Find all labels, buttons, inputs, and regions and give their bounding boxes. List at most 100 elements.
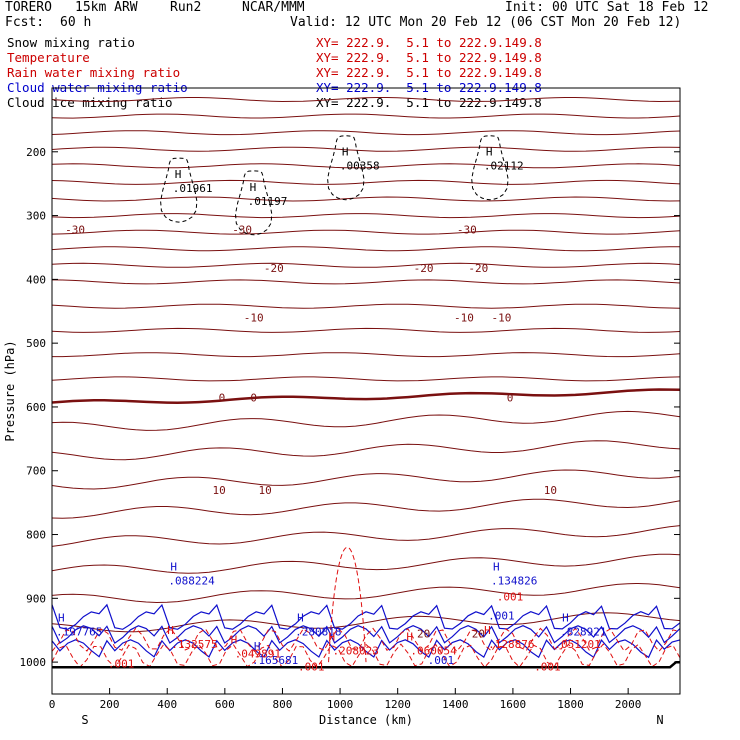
cloud-ice-max-value: .02112 (484, 160, 524, 173)
x-tick-label: 1400 (442, 698, 469, 711)
cloud-ice-max-value: .01197 (248, 195, 288, 208)
rain-max-value: .001 (534, 660, 561, 673)
rain-max-value: .060054 (410, 645, 457, 658)
rain-max-marker: H (167, 624, 174, 637)
temperature-label: -20 (468, 262, 488, 275)
legend-temperature: Temperature (7, 50, 90, 65)
temperature-contour (51, 582, 681, 604)
temperature-contour (51, 410, 681, 431)
cloud-ice-contour (471, 135, 509, 201)
x-tick-label: 800 (273, 698, 293, 711)
endpoint-left-label: S (81, 713, 88, 727)
cloud-water-max-value: .088224 (168, 574, 215, 587)
x-tick-label: 1200 (384, 698, 411, 711)
temperature-contour (51, 525, 681, 547)
x-tick-label: 2000 (615, 698, 642, 711)
legend-rain: Rain water mixing ratio (7, 65, 181, 80)
y-tick-label: 700 (26, 465, 46, 478)
cloud-water-max-value: .197765 (56, 625, 102, 638)
cloud-water-max-marker: H (297, 611, 304, 624)
valid-time: Valid: 12 UTC Mon 20 Feb 12 (06 CST Mon … (290, 15, 682, 30)
temperature-label: -30 (232, 224, 252, 237)
cloud-water-max-marker: H (254, 640, 261, 653)
rain-max-value: .208023 (333, 645, 379, 658)
rain-max-value: .001 (298, 660, 325, 673)
temperature-contour (51, 97, 681, 103)
cloud-ice-max-marker: H (486, 146, 493, 159)
temperature-contour (51, 612, 681, 633)
cloud-water-max-marker: H (562, 611, 569, 624)
legend-rain-xy: XY= 222.9. 5.1 to 222.9.149.8 (316, 65, 542, 80)
cloud-water-contour (51, 625, 681, 645)
temperature-contour (51, 327, 681, 333)
temperature-contour (51, 553, 681, 574)
terrain-layer (52, 660, 680, 669)
rain-max-value: .049891 (235, 648, 281, 661)
x-axis-title: Distance (km) (319, 713, 413, 727)
legend-temperature-xy: XY= 222.9. 5.1 to 222.9.149.8 (316, 50, 542, 65)
rain-max-value: .001 (497, 590, 524, 603)
temperature-label: 20 (417, 627, 430, 640)
run-label: Run2 (170, 0, 202, 15)
legend-cloud-ice: Cloud ice mixing ratio (7, 95, 173, 110)
cloud-water-max-marker: H (58, 611, 65, 624)
y-tick-label: 900 (26, 592, 46, 605)
temperature-label: -20 (264, 262, 284, 275)
temperature-contour (51, 130, 681, 136)
temperature-label: 0 (507, 391, 514, 404)
temperature-label: 10 (212, 484, 225, 497)
cloud-ice-contour (234, 170, 273, 236)
temperature-contour (51, 303, 681, 309)
rain-contour (328, 547, 367, 663)
x-tick-label: 1000 (327, 698, 354, 711)
rain-max-marker: H (484, 624, 491, 637)
temperature-label: 0 (219, 391, 226, 404)
temperature-contour (51, 388, 681, 404)
temperature-label: -30 (457, 224, 477, 237)
x-tick-label: 0 (49, 698, 56, 711)
temperature-contour (51, 279, 681, 285)
y-tick-label: 1000 (20, 656, 47, 669)
temperature-contour (51, 440, 681, 461)
temperature-contour (51, 246, 680, 252)
plot-frame (51, 87, 681, 695)
temperature-contour (51, 213, 681, 219)
cloud-water-max-value: .134826 (491, 574, 537, 587)
cloud-water-max-value: .165681 (252, 654, 298, 667)
temperature-contour (51, 163, 681, 169)
cloud-ice-max-marker: H (250, 181, 257, 194)
y-tick-label: 500 (26, 337, 46, 350)
temperature-label: 20 (472, 627, 485, 640)
rain-max-value: .132575 (171, 638, 217, 651)
x-tick-label: 1600 (500, 698, 527, 711)
endpoint-right-label: N (656, 713, 663, 727)
temperature-label: -30 (65, 224, 85, 237)
y-tick-label: 800 (26, 529, 46, 542)
cloud-ice-max-value: .01961 (173, 182, 213, 195)
temperature-contour (51, 146, 681, 152)
model-name: TORERO (5, 0, 52, 15)
temperature-contour (52, 352, 681, 358)
temperature-contour (51, 179, 681, 185)
x-tick-label: 200 (100, 698, 120, 711)
cloud-water-max-value: .280818 (295, 625, 341, 638)
temperature-label: 10 (259, 484, 272, 497)
y-axis-title: Pressure (hPa) (3, 340, 17, 441)
forecast-label: Fcst: (5, 15, 45, 30)
legend-snow-xy: XY= 222.9. 5.1 to 222.9.149.8 (316, 35, 542, 50)
temperature-label: -10 (491, 312, 511, 325)
legend-snow: Snow mixing ratio (7, 35, 135, 50)
cloud-water-max-value: .001 (428, 654, 455, 667)
cloud-water-max-marker: H (493, 560, 500, 573)
rain-max-value: .001 (108, 657, 135, 670)
temperature-label: -10 (244, 312, 264, 325)
init-time: Init: 00 UTC Sat 18 Feb 12 (505, 0, 709, 15)
temperature-label: 10 (544, 484, 557, 497)
cloud-water-max-value: .001 (488, 609, 515, 622)
x-tick-label: 600 (215, 698, 235, 711)
rain-max-marker: H (231, 634, 238, 647)
cloud-ice-contour (160, 157, 198, 223)
cloud-water-contour (51, 638, 681, 659)
x-tick-label: 1800 (557, 698, 584, 711)
